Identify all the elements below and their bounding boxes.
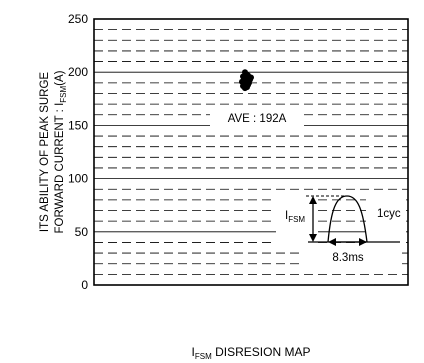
- y-tick-label: 0: [81, 278, 88, 292]
- y-tick-label: 50: [75, 225, 89, 239]
- y-tick-label: 250: [68, 12, 88, 26]
- grid-lines: [94, 30, 408, 275]
- y-tick-label: 200: [68, 65, 88, 79]
- cycle-label: 1cyc: [377, 208, 401, 220]
- y-axis-label-line2: FORWARD CURRENT : IFSM(A): [54, 70, 68, 233]
- half-sine-pulse: [328, 196, 367, 242]
- average-label: AVE : 192A: [228, 113, 287, 125]
- y-tick-label: 100: [68, 172, 88, 186]
- duration-label: 8.3ms: [332, 252, 364, 264]
- waveform-inset: IFSM 1cyc 8.3ms: [276, 190, 406, 266]
- y-tick-labels: 0 50 100 150 200 250: [68, 12, 88, 292]
- chart-caption: IFSM DISRESION MAP: [192, 345, 311, 361]
- y-tick-label: 150: [68, 118, 88, 132]
- data-point: [242, 85, 248, 91]
- y-axis-label-line1: ITS ABILITY OF PEAK SURGE: [39, 72, 51, 233]
